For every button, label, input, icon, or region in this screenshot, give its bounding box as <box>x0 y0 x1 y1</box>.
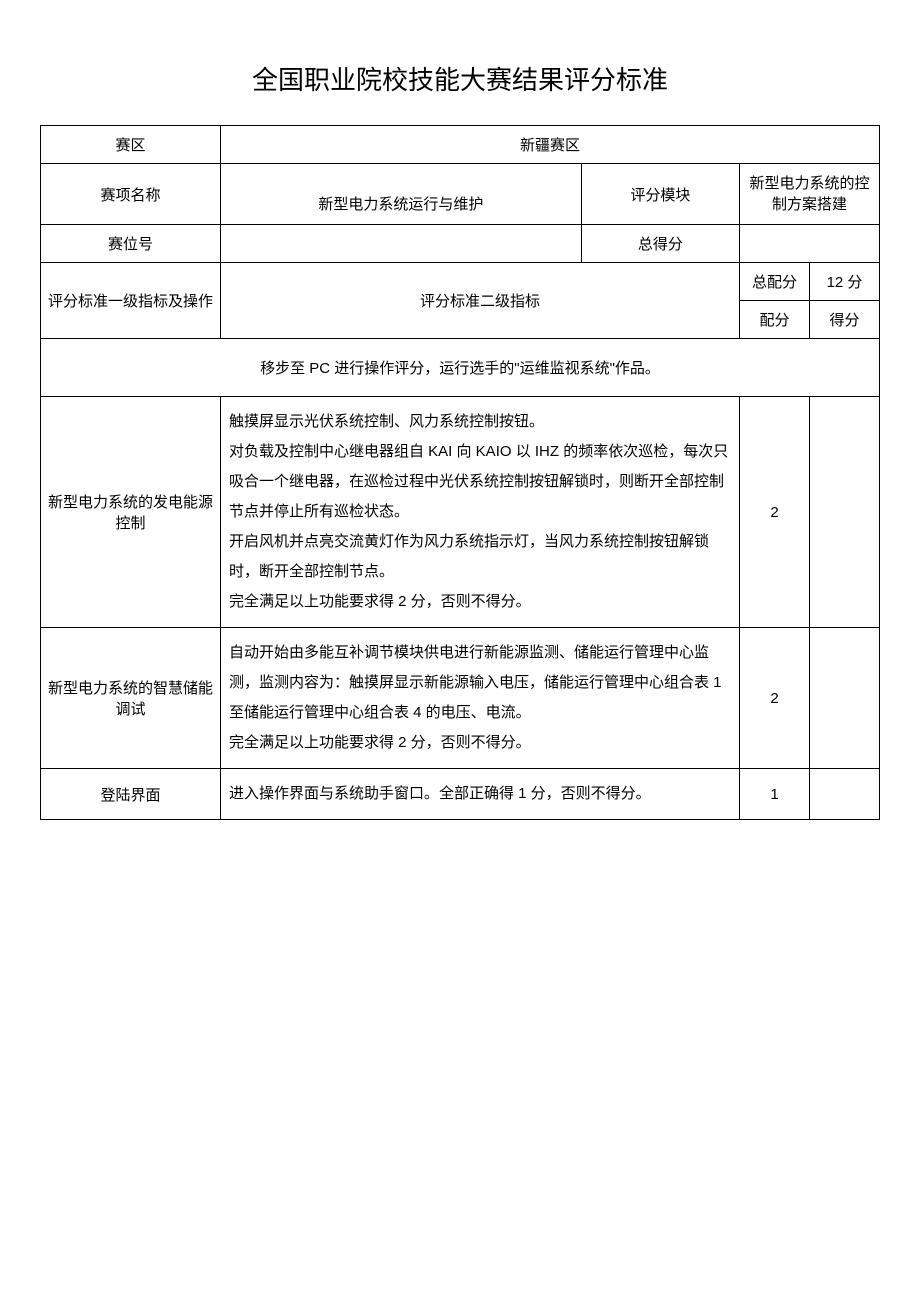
total-alloc-value: 12 分 <box>810 263 880 301</box>
level1-header: 评分标准一级指标及操作 <box>41 263 221 339</box>
scoring-table: 赛区 新疆赛区 赛项名称 新型电力系统运行与维护 评分模块 新型电力系统的控制方… <box>40 125 880 820</box>
total-alloc-label: 总配分 <box>740 263 810 301</box>
event-name-value: 新型电力系统运行与维护 <box>221 164 582 225</box>
total-score-value <box>740 225 880 263</box>
row-alloc: 1 <box>740 769 810 820</box>
row-score <box>810 628 880 769</box>
row-level1: 新型电力系统的智慧储能调试 <box>41 628 221 769</box>
row-alloc: 2 <box>740 397 810 628</box>
note-row: 移步至 PC 进行操作评分，运行选手的"运维监视系统"作品。 <box>41 339 880 397</box>
table-row: 登陆界面 进入操作界面与系统助手窗口。全部正确得 1 分，否则不得分。 1 <box>41 769 880 820</box>
alloc-label: 配分 <box>740 301 810 339</box>
table-row: 新型电力系统的发电能源控制 触摸屏显示光伏系统控制、风力系统控制按钮。 对负载及… <box>41 397 880 628</box>
table-row: 新型电力系统的智慧储能调试 自动开始由多能互补调节模块供电进行新能源监测、储能运… <box>41 628 880 769</box>
module-value: 新型电力系统的控制方案搭建 <box>740 164 880 225</box>
seat-label: 赛位号 <box>41 225 221 263</box>
row-score <box>810 769 880 820</box>
score-label: 得分 <box>810 301 880 339</box>
row-level2: 自动开始由多能互补调节模块供电进行新能源监测、储能运行管理中心监测，监测内容为：… <box>221 628 740 769</box>
row-level2: 进入操作界面与系统助手窗口。全部正确得 1 分，否则不得分。 <box>221 769 740 820</box>
event-name-label: 赛项名称 <box>41 164 221 225</box>
row-level1: 登陆界面 <box>41 769 221 820</box>
module-label: 评分模块 <box>581 164 739 225</box>
seat-value <box>221 225 582 263</box>
total-score-label: 总得分 <box>581 225 739 263</box>
column-header-row-1: 评分标准一级指标及操作 评分标准二级指标 总配分 12 分 <box>41 263 880 301</box>
row-alloc: 2 <box>740 628 810 769</box>
page-title: 全国职业院校技能大赛结果评分标准 <box>40 60 880 97</box>
header-row-1: 赛区 新疆赛区 <box>41 126 880 164</box>
note-cell: 移步至 PC 进行操作评分，运行选手的"运维监视系统"作品。 <box>41 339 880 397</box>
region-label: 赛区 <box>41 126 221 164</box>
header-row-3: 赛位号 总得分 <box>41 225 880 263</box>
row-level2: 触摸屏显示光伏系统控制、风力系统控制按钮。 对负载及控制中心继电器组自 KAI … <box>221 397 740 628</box>
header-row-2: 赛项名称 新型电力系统运行与维护 评分模块 新型电力系统的控制方案搭建 <box>41 164 880 225</box>
row-score <box>810 397 880 628</box>
region-value: 新疆赛区 <box>221 126 880 164</box>
row-level1: 新型电力系统的发电能源控制 <box>41 397 221 628</box>
level2-header: 评分标准二级指标 <box>221 263 740 339</box>
